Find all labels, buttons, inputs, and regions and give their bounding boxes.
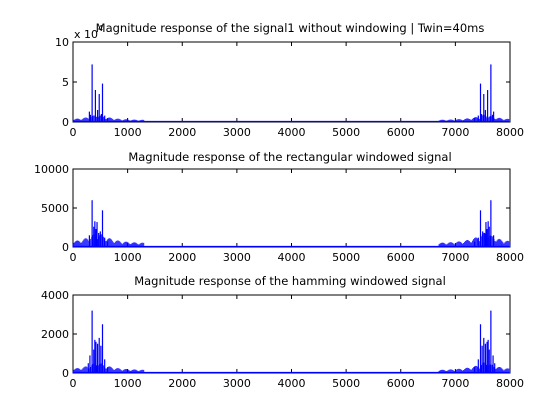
- panel-2-x-tick-label: 1000: [114, 251, 142, 264]
- panel-2: Magnitude response of the rectangular wi…: [34, 150, 524, 264]
- panel-3-y-tick-label: 0: [62, 367, 69, 380]
- panel-1-x-tick-label: 7000: [441, 126, 469, 139]
- panel-2-y-tick-label: 5000: [41, 202, 69, 215]
- panel-2-y-tick-label: 0: [62, 241, 69, 254]
- panel-1-x-tick-label: 1000: [114, 126, 142, 139]
- panel-1-plot: 0 1000 2000 3000 4000 5000 6000 7000 8000 0 5 10: [55, 36, 524, 139]
- panel-1-exponent-power: 4: [98, 24, 103, 33]
- panel-3-y-tick-label: 4000: [41, 289, 69, 302]
- panel-3-y-tick-label: 2000: [41, 328, 69, 341]
- panel-1-x-tick-label: 4000: [278, 126, 306, 139]
- panel-3-x-tick-label: 4000: [278, 377, 306, 390]
- panel-3-x-tick-label: 6000: [387, 377, 415, 390]
- panel-3-x-tick-label: 3000: [223, 377, 251, 390]
- panel-1-y-tick-label: 5: [62, 76, 69, 89]
- panel-1: Magnitude response of the signal1 withou…: [55, 21, 524, 139]
- panel-2-x-tick-label: 3000: [223, 251, 251, 264]
- panel-3-x-tick-label: 2000: [168, 377, 196, 390]
- panel-1-x-tick-label: 3000: [223, 126, 251, 139]
- panel-1-x-tick-label: 2000: [168, 126, 196, 139]
- panel-3-x-tick-label: 8000: [496, 377, 524, 390]
- panel-2-x-tick-label: 5000: [332, 251, 360, 264]
- panel-2-x-tick-label: 7000: [441, 251, 469, 264]
- panel-1-x-tick-label: 8000: [496, 126, 524, 139]
- panel-1-x-tick-label: 6000: [387, 126, 415, 139]
- panel-3-x-tick-label: 0: [70, 377, 77, 390]
- panel-3-x-tick-label: 5000: [332, 377, 360, 390]
- panel-2-x-tick-label: 6000: [387, 251, 415, 264]
- panel-1-title: Magnitude response of the signal1 withou…: [96, 21, 485, 35]
- panel-2-title: Magnitude response of the rectangular wi…: [128, 150, 451, 164]
- panel-2-x-tick-label: 8000: [496, 251, 524, 264]
- panel-1-x-tick-label: 0: [70, 126, 77, 139]
- panel-3: Magnitude response of the hamming window…: [41, 274, 524, 390]
- panel-2-y-tick-label: 10000: [34, 163, 69, 176]
- panel-2-x-tick-label: 2000: [168, 251, 196, 264]
- panel-3-title: Magnitude response of the hamming window…: [134, 274, 446, 288]
- panel-1-y-tick-label: 0: [62, 116, 69, 129]
- panel-1-y-tick-label: 10: [55, 36, 69, 49]
- panel-3-x-tick-label: 7000: [441, 377, 469, 390]
- panel-2-plot: 0 1000 2000 3000 4000 5000 6000 7000 8000 0 5000 10…: [34, 163, 524, 264]
- panel-3-plot: 0 1000 2000 3000 4000 5000 6000 7000 8000 0 2000 40…: [41, 289, 524, 390]
- panel-1-x-tick-label: 5000: [332, 126, 360, 139]
- panel-3-x-tick-label: 1000: [114, 377, 142, 390]
- panel-1-exponent-label: x 10: [74, 28, 98, 41]
- panel-2-x-tick-label: 0: [70, 251, 77, 264]
- panel-2-x-tick-label: 4000: [278, 251, 306, 264]
